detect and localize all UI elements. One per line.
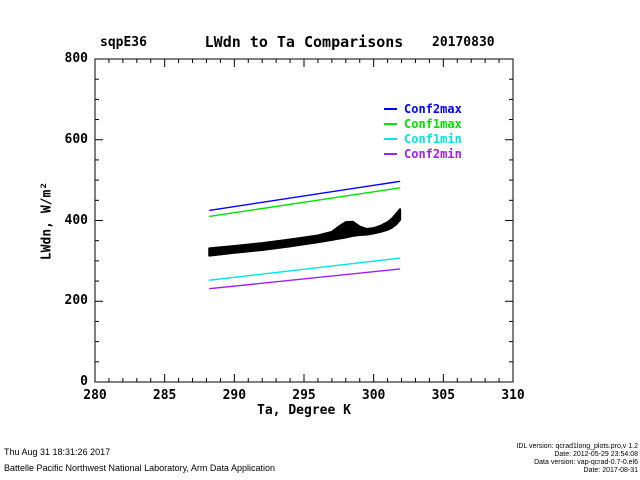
timestamp-text: Thu Aug 31 18:31:26 2017 bbox=[4, 447, 111, 457]
legend-label: Conf2min bbox=[404, 147, 462, 161]
x-axis-label: Ta, Degree K bbox=[257, 403, 351, 418]
y-tick-label-0: 0 bbox=[80, 374, 88, 389]
x-tick-label-310: 310 bbox=[501, 388, 525, 403]
idl-date-text: Date: 2012-05-29 23:54:08 bbox=[554, 451, 638, 458]
legend-label: Conf1max bbox=[404, 117, 462, 131]
x-tick-label-305: 305 bbox=[431, 388, 456, 403]
scatter-band bbox=[208, 208, 402, 257]
legend-dash-icon bbox=[384, 123, 397, 125]
site-label: sqpE36 bbox=[100, 35, 147, 50]
legend-item-conf2min: Conf2min bbox=[384, 147, 462, 161]
laboratory-text: Battelle Pacific Northwest National Labo… bbox=[4, 463, 275, 473]
series-line-conf2max bbox=[209, 180, 401, 212]
x-tick-label-290: 290 bbox=[222, 388, 247, 403]
series-line-conf1max bbox=[209, 187, 401, 218]
y-tick-label-800: 800 bbox=[64, 51, 88, 66]
x-tick-label-285: 285 bbox=[152, 388, 177, 403]
legend-label: Conf1min bbox=[404, 132, 462, 146]
legend-dash-icon bbox=[384, 153, 397, 155]
legend-item-conf2max: Conf2max bbox=[384, 102, 462, 116]
series-line-conf2min bbox=[209, 268, 401, 290]
y-tick-label-600: 600 bbox=[64, 131, 88, 147]
version-info-block: IDL version: qcrad1long_plots.pro,v 1.2 … bbox=[516, 443, 638, 475]
x-tick-label-295: 295 bbox=[292, 388, 316, 403]
legend-dash-icon bbox=[384, 138, 397, 140]
legend-item-conf1min: Conf1min bbox=[384, 132, 462, 146]
data-date-text: Date: 2017-08-31 bbox=[583, 467, 638, 474]
series-line-conf1min bbox=[209, 257, 401, 281]
legend-dash-icon bbox=[384, 108, 397, 110]
date-label: 20170830 bbox=[432, 35, 495, 50]
x-tick-label-280: 280 bbox=[83, 388, 107, 403]
legend-label: Conf2max bbox=[404, 102, 462, 116]
y-tick-label-200: 200 bbox=[64, 293, 88, 309]
page-title: LWdn to Ta Comparisons bbox=[204, 33, 404, 51]
x-tick-label-300: 300 bbox=[361, 388, 386, 403]
y-tick-label-400: 400 bbox=[64, 212, 88, 228]
data-version-text: Data version: vap-qcrad-0.7-0.el6 bbox=[534, 459, 638, 466]
legend-item-conf1max: Conf1max bbox=[384, 117, 462, 131]
idl-version-text: IDL version: qcrad1long_plots.pro,v 1.2 bbox=[516, 443, 638, 450]
